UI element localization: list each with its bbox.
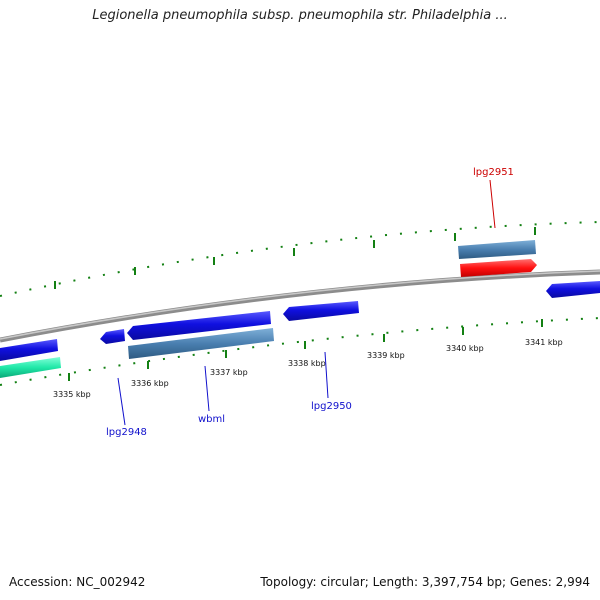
gene-feature-left-teal[interactable] — [0, 357, 61, 378]
lpg2951-connector — [489, 179, 496, 229]
gene-label-wbml[interactable]: wbml — [198, 414, 225, 425]
gene-feature-right-blue[interactable] — [546, 281, 600, 298]
gene-feature-lpg2950[interactable] — [283, 301, 359, 321]
gene-label-lpg2951[interactable]: lpg2951 — [473, 167, 514, 178]
kbp-label-3339: 3339 kbp — [367, 351, 405, 360]
kbp-label-3338: 3338 kbp — [288, 359, 326, 368]
gene-feature-lpg2951[interactable] — [460, 259, 537, 277]
inner-tick-ring — [0, 317, 600, 386]
kbp-label-3340: 3340 kbp — [446, 344, 484, 353]
gene-features[interactable] — [0, 240, 600, 378]
gene-feature-wbml[interactable] — [127, 311, 271, 340]
map-title: Legionella pneumophila subsp. pneumophil… — [92, 8, 508, 23]
gene-feature-lpg2951-steel[interactable] — [458, 240, 536, 259]
topology-text: Topology: circular; Length: 3,397,754 bp… — [260, 575, 590, 589]
gene-feature-left-blue[interactable] — [0, 339, 58, 361]
gene-label-lpg2950[interactable]: lpg2950 — [311, 401, 352, 412]
outer-tick-ring — [0, 221, 600, 297]
gene-label-lpg2948[interactable]: lpg2948 — [106, 427, 147, 438]
gene-feature-lpg2948[interactable] — [100, 329, 125, 344]
kbp-label-3337: 3337 kbp — [210, 368, 248, 377]
kbp-label-3341: 3341 kbp — [525, 338, 563, 347]
kbp-label-3335: 3335 kbp — [53, 390, 91, 399]
gene-feature-wbml-steel[interactable] — [128, 328, 274, 359]
kbp-label-3336: 3336 kbp — [131, 379, 169, 388]
lpg2950-connector — [324, 351, 329, 399]
lpg2948-connector — [117, 377, 126, 426]
genome-backbone — [0, 269, 600, 343]
accession-text: Accession: NC_002942 — [9, 575, 146, 589]
wbml-connector — [204, 365, 210, 412]
